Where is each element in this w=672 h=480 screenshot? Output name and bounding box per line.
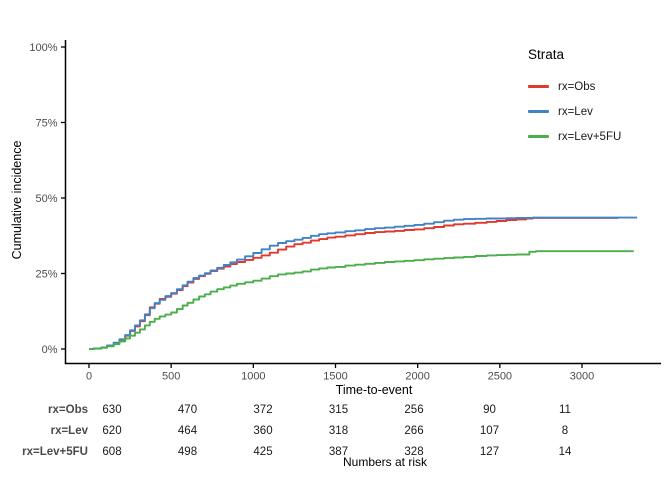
y-axis-title: Cumulative incidence [10,140,24,260]
risk-value: 8 [561,425,569,437]
risk-table-caption: Numbers at risk [342,455,428,469]
x-axis-title: Time-to-event [335,383,413,397]
x-tick-label: 2000 [405,371,429,383]
risk-value: 372 [253,404,273,416]
x-tick-label: 0 [86,371,92,383]
risk-value: 14 [558,446,572,458]
risk-value: 107 [479,425,500,437]
x-tick-label: 500 [162,371,180,383]
x-tick-label: 2500 [488,371,512,383]
legend: Strata rx=Obs rx=Lev rx=Lev+5FU [528,47,621,149]
x-tick-label: 1500 [323,371,347,383]
legend-item-rx=Lev+5FU: rx=Lev+5FU [528,124,621,149]
risk-row-label-rx=Obs: rx=Obs [48,404,88,416]
risk-value: 608 [102,446,122,458]
legend-swatch [528,85,549,88]
risk-value: 11 [559,404,571,416]
risk-value: 360 [253,425,273,437]
legend-label: rx=Lev+5FU [558,130,622,143]
y-tick-label: 75% [35,118,57,130]
risk-value: 498 [177,446,198,458]
risk-value: 630 [102,404,122,416]
x-tick-label: 3000 [570,371,594,383]
risk-row-label-rx=Lev+5FU: rx=Lev+5FU [22,446,88,458]
risk-value: 315 [328,404,349,416]
risk-value: 464 [177,425,198,437]
risk-value: 318 [328,425,349,437]
legend-item-rx=Lev: rx=Lev [528,99,621,124]
legend-title: Strata [528,47,565,62]
risk-value: 470 [177,404,198,416]
legend-item-rx=Obs: rx=Obs [528,74,621,99]
legend-swatch [528,135,549,138]
risk-value: 266 [404,425,424,437]
curve-rx=Lev [89,216,638,350]
x-tick-label: 1000 [241,371,265,383]
curve-rx=Lev+5FU [89,250,634,350]
risk-value: 328 [404,446,424,458]
risk-value: 425 [253,446,273,458]
curve-rx=Obs [89,216,619,350]
y-tick-label: 0% [42,344,58,356]
risk-value: 387 [328,446,349,458]
legend-items: rx=Obs rx=Lev rx=Lev+5FU [528,74,621,149]
y-tick-label: 25% [35,269,57,281]
legend-label: rx=Lev [558,105,593,118]
y-tick-label: 50% [35,193,57,205]
legend-swatch [528,110,549,113]
risk-row-label-rx=Lev: rx=Lev [50,425,88,437]
y-tick-label: 100% [29,42,57,54]
risk-value: 256 [404,404,424,416]
risk-value: 90 [483,404,496,416]
risk-value: 127 [479,446,500,458]
legend-label: rx=Obs [558,80,596,93]
risk-value: 620 [102,425,122,437]
